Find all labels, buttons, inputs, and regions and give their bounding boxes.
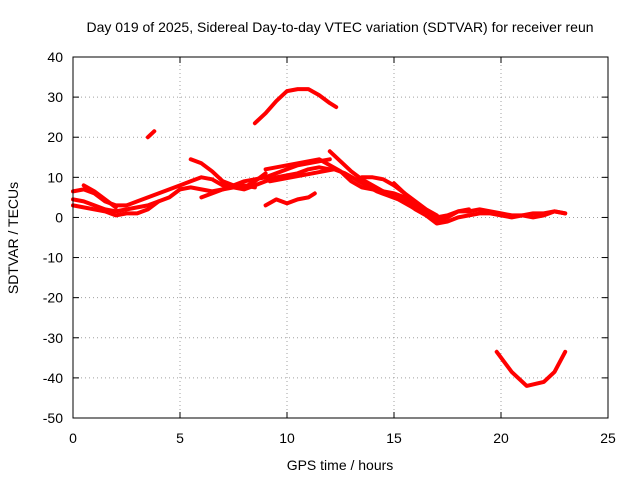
- y-tick-label: 20: [47, 129, 63, 145]
- series-trace-15: [494, 349, 568, 388]
- y-tick-label: 10: [47, 169, 63, 185]
- y-tick-label: -40: [43, 370, 63, 386]
- x-tick-label: 0: [69, 430, 77, 446]
- series-trace-8: [252, 87, 339, 126]
- y-tick-label: 0: [55, 209, 63, 225]
- series-trace-4: [81, 183, 118, 210]
- series-trace-12: [267, 167, 444, 224]
- y-axis-label: SDTVAR / TECUs: [5, 182, 21, 294]
- y-tick-label: -50: [43, 410, 63, 426]
- plot-frame: [72, 56, 609, 419]
- series-layer: [71, 87, 568, 388]
- series-trace-10: [327, 149, 568, 226]
- x-tick-label: 10: [279, 430, 295, 446]
- x-tick-label: 5: [176, 430, 184, 446]
- y-tick-label: 40: [47, 49, 63, 65]
- chart-title: Day 019 of 2025, Sidereal Day-to-day VTE…: [86, 19, 593, 35]
- series-trace-5: [145, 129, 157, 140]
- series-trace-11: [359, 175, 471, 224]
- series-trace-3: [71, 197, 161, 214]
- series-trace-13: [263, 191, 317, 208]
- x-tick-label: 20: [493, 430, 509, 446]
- series-trace-14: [392, 181, 439, 218]
- x-axis-label: GPS time / hours: [287, 457, 394, 473]
- series-trace-6: [188, 157, 268, 190]
- x-tick-label: 15: [386, 430, 402, 446]
- y-tick-label: -30: [43, 330, 63, 346]
- grid-layer: [73, 57, 608, 418]
- tick-layer: -50 -40 -30 -20 -10 0 10 20 30 40 0 5 10 15 20 25: [43, 49, 616, 446]
- y-tick-label: 30: [47, 89, 63, 105]
- x-tick-label: 25: [600, 430, 616, 446]
- y-tick-label: -10: [43, 250, 63, 266]
- y-tick-label: -20: [43, 290, 63, 306]
